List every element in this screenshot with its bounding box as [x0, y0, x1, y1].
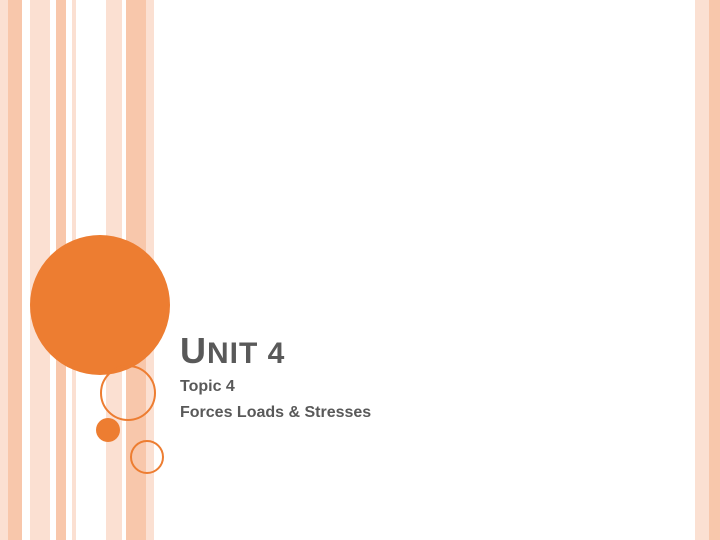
- title-rest: NIT 4: [207, 337, 285, 370]
- background-stripe: [22, 0, 30, 540]
- decorative-circle: [100, 365, 156, 421]
- slide-title: UNIT 4: [180, 330, 285, 372]
- slide-subtitle-1: Topic 4: [180, 378, 235, 396]
- decorative-circle: [130, 440, 164, 474]
- background-stripe: [0, 0, 8, 540]
- decorative-circle: [96, 418, 120, 442]
- title-initial-cap: U: [180, 330, 207, 371]
- background-stripe: [695, 0, 709, 540]
- background-stripe: [709, 0, 720, 540]
- slide-subtitle-2: Forces Loads & Stresses: [180, 404, 371, 422]
- decorative-circle: [30, 235, 170, 375]
- background-stripe: [8, 0, 22, 540]
